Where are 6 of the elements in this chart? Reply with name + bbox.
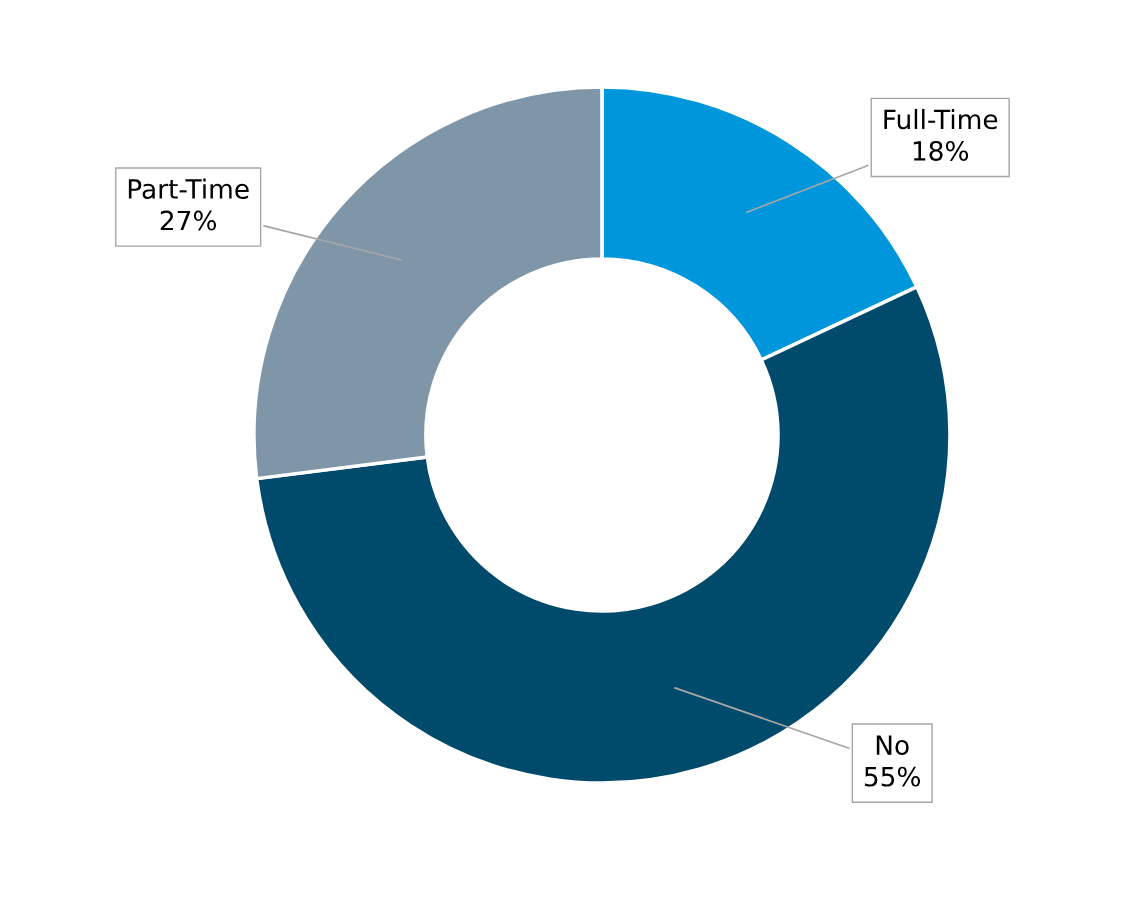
slice-label: Full-Time <box>884 108 998 130</box>
data-label: 18% <box>913 140 969 161</box>
data-label: 55% <box>864 766 921 787</box>
data-label: 27% <box>160 210 217 231</box>
slice-label: Part-Time <box>128 178 249 199</box>
slice-label: No <box>876 735 909 756</box>
